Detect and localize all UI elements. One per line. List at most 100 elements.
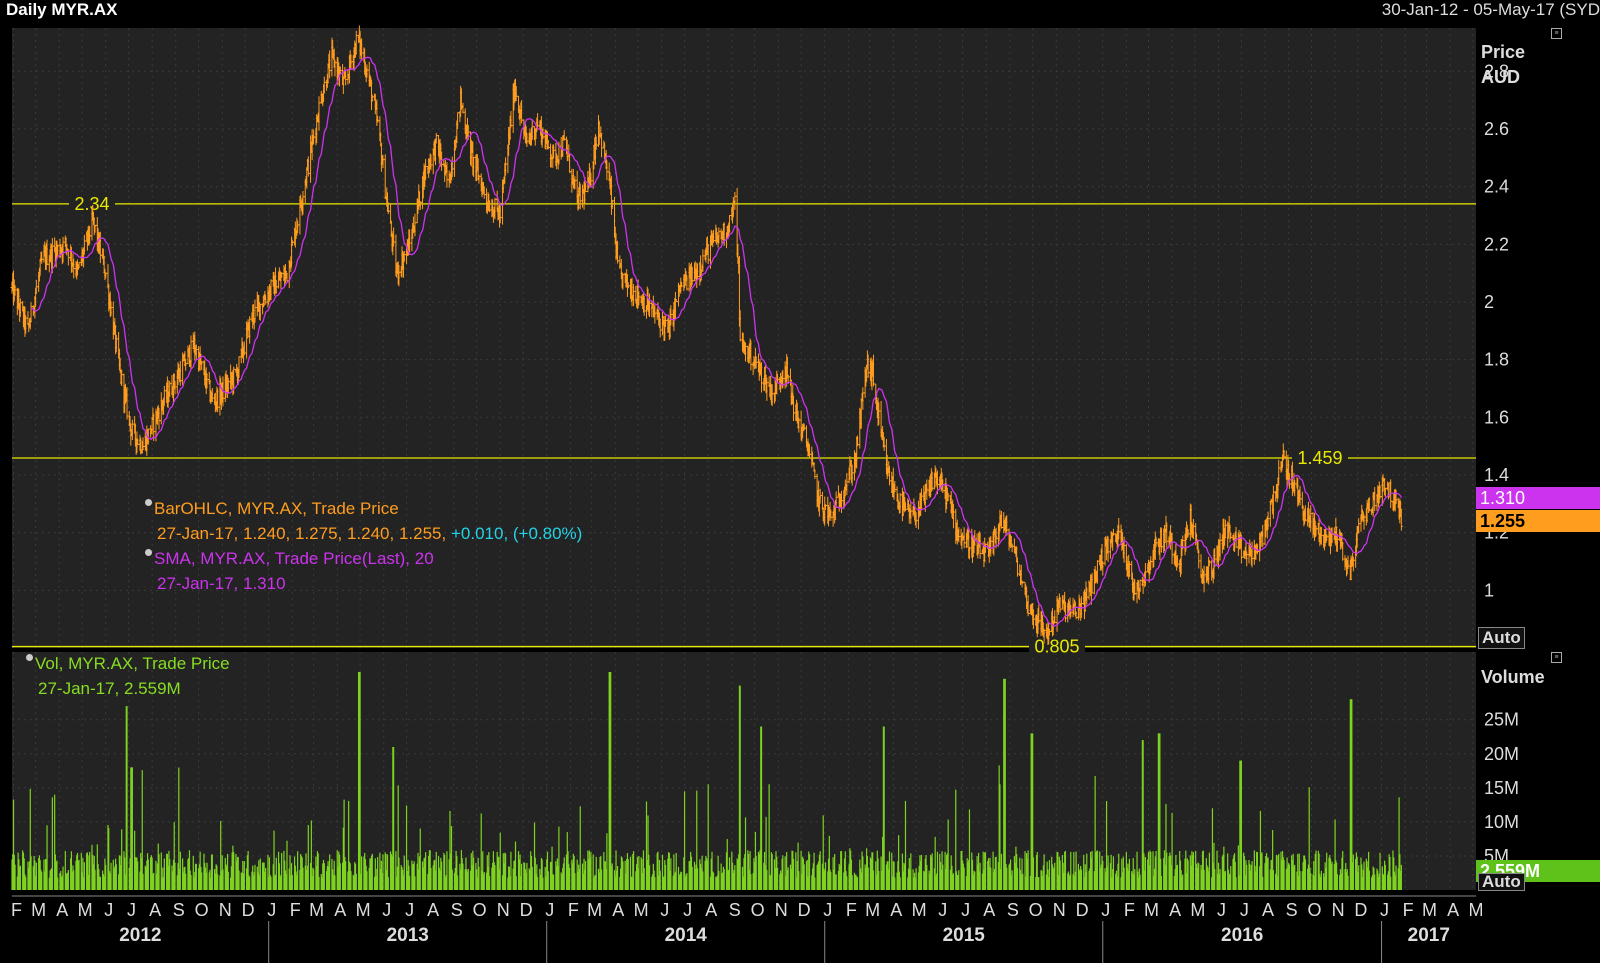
month-tick-label: D (242, 900, 255, 920)
month-tick-label: F (568, 900, 579, 920)
month-tick-label: J (382, 900, 391, 920)
volume-tick-label: 15M (1484, 778, 1519, 798)
price-legend: BarOHLC, MYR.AX, Trade Price 27-Jan-17, … (145, 496, 582, 596)
legend-ohlc-label: BarOHLC, MYR.AX, Trade Price (154, 499, 399, 518)
month-tick-label: D (1354, 900, 1367, 920)
month-tick-label: N (497, 900, 510, 920)
level-label: 0.805 (1034, 637, 1079, 657)
volume-auto-scale-button[interactable]: Auto (1478, 873, 1525, 891)
month-tick-label: A (983, 900, 995, 920)
month-tick-label: A (1169, 900, 1181, 920)
price-y-axis: 11.21.41.61.822.22.42.62.8 (1484, 61, 1509, 600)
legend-sma-toggle-icon[interactable] (145, 549, 152, 556)
month-tick-label: J (1240, 900, 1249, 920)
month-tick-label: J (660, 900, 669, 920)
month-tick-label: O (1029, 900, 1043, 920)
volume-legend: Vol, MYR.AX, Trade Price 27-Jan-17, 2.55… (26, 651, 230, 701)
month-tick-label: A (1447, 900, 1459, 920)
year-label: 2016 (1221, 925, 1263, 946)
volume-axis-title: Volume (1481, 667, 1545, 687)
level-label-bg (69, 193, 115, 214)
month-tick-label: M (912, 900, 927, 920)
legend-sma-values: 27-Jan-17, 1.310 (157, 574, 286, 593)
month-tick-label: M (1190, 900, 1205, 920)
month-tick-label: J (823, 900, 832, 920)
month-tick-label: J (545, 900, 554, 920)
last-value-tag (1476, 487, 1600, 509)
chart-title: Daily MYR.AX (6, 0, 118, 19)
sma-line (30, 56, 1402, 627)
month-tick-label: A (612, 900, 624, 920)
month-tick-label: A (56, 900, 68, 920)
month-tick-label: A (334, 900, 346, 920)
volume-bars (11, 672, 1402, 890)
month-tick-label: A (1262, 900, 1274, 920)
ohlc-price-bars (10, 25, 1403, 646)
sma-line-path (30, 56, 1402, 627)
price-tick-label: 2.6 (1484, 119, 1509, 139)
volume-tick-label: 10M (1484, 812, 1519, 832)
legend-sma-label: SMA, MYR.AX, Trade Price(Last), 20 (154, 549, 434, 568)
level-label: 1.459 (1297, 448, 1342, 468)
price-tick-label: 2.2 (1484, 234, 1509, 254)
month-tick-label: S (451, 900, 463, 920)
month-tick-label: F (1124, 900, 1135, 920)
legend-volume-toggle-icon[interactable] (26, 654, 33, 661)
volume-tick-label: 20M (1484, 744, 1519, 764)
price-tick-label: 2.8 (1484, 61, 1509, 81)
month-tick-label: M (1468, 900, 1483, 920)
year-label: 2013 (387, 925, 429, 946)
month-tick-label: S (1286, 900, 1298, 920)
month-tick-label: A (427, 900, 439, 920)
ohlc-bar (1399, 508, 1403, 531)
price-tick-label: 1.6 (1484, 407, 1509, 427)
month-tick-label: O (473, 900, 487, 920)
price-tick-label: 2.4 (1484, 177, 1509, 197)
month-tick-label: O (751, 900, 765, 920)
price-axis-title: Price AUD (1481, 42, 1526, 87)
legend-ohlc-change: +0.010, (+0.80%) (450, 524, 583, 543)
last-value-tag (1476, 510, 1600, 532)
legend-volume-values: 27-Jan-17, 2.559M (38, 679, 181, 698)
month-tick-label: J (405, 900, 414, 920)
month-tick-label: J (1101, 900, 1110, 920)
price-auto-scale-button[interactable]: Auto (1478, 627, 1525, 649)
month-tick-label: J (938, 900, 947, 920)
year-label: 2014 (665, 925, 708, 946)
month-tick-label: M (587, 900, 602, 920)
month-tick-label: J (1380, 900, 1389, 920)
month-tick-label: N (219, 900, 232, 920)
month-tick-label: F (846, 900, 857, 920)
level-label-bg (1292, 447, 1348, 468)
volume-panel-menu-icon[interactable]: ≡ (1551, 652, 1562, 663)
month-tick-label: J (961, 900, 970, 920)
month-tick-label: J (683, 900, 692, 920)
year-label: 2017 (1408, 925, 1450, 946)
month-tick-label: M (865, 900, 880, 920)
year-label: 2015 (943, 925, 986, 946)
last-value-tag-label: 1.255 (1480, 511, 1525, 531)
month-tick-label: S (729, 900, 741, 920)
volume-tick-label: 25M (1484, 710, 1519, 730)
month-tick-label: M (1422, 900, 1437, 920)
price-tick-label: 1.4 (1484, 465, 1509, 485)
month-tick-label: O (1307, 900, 1321, 920)
legend-ohlc-toggle-icon[interactable] (145, 499, 152, 506)
month-tick-label: S (173, 900, 185, 920)
month-tick-label: A (890, 900, 902, 920)
last-value-tag-label: 1.310 (1480, 488, 1525, 508)
month-tick-label: J (127, 900, 136, 920)
month-tick-label: J (267, 900, 276, 920)
month-tick-label: D (1076, 900, 1089, 920)
price-panel-menu-icon[interactable]: ≡ (1551, 28, 1562, 39)
date-range: 30-Jan-12 - 05-May-17 (SYD (1381, 0, 1600, 19)
price-tick-label: 2 (1484, 292, 1494, 312)
month-tick-label: J (1217, 900, 1226, 920)
legend-volume-label: Vol, MYR.AX, Trade Price (35, 654, 230, 673)
month-tick-label: M (356, 900, 371, 920)
month-tick-label: M (78, 900, 93, 920)
title-bar: Daily MYR.AX 30-Jan-12 - 05-May-17 (SYD (0, 0, 1600, 24)
